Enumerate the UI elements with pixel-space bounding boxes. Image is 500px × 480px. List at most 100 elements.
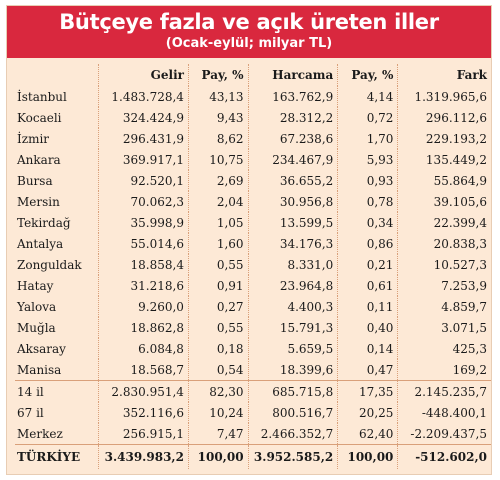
table-row: Zonguldak 18.858,4 0,55 8.331,0 0,21 10.527,3 [15,254,491,275]
cell-expenditure-share: 0,61 [337,275,398,296]
cell-difference: 7.253,9 [397,275,491,296]
cell-expenditure: 685.715,8 [247,380,338,402]
cell-difference: 296.112,6 [397,107,491,128]
cell-province: Aksaray [17,341,66,356]
cell-revenue: 70.062,3 [97,191,189,212]
cell-revenue-share: 2,04 [187,191,249,212]
cell-difference: 20.838,3 [397,233,491,254]
cell-expenditure-share: 0,93 [337,170,398,191]
cell-revenue: 296.431,9 [97,128,189,149]
cell-difference: 39.105,6 [397,191,491,212]
column-header-revenue-share: Pay, % [187,64,249,86]
table-row: Aksaray 6.084,8 0,18 5.659,5 0,14 425,3 [15,338,491,359]
table-row: Mersin 70.062,3 2,04 30.956,8 0,78 39.105,6 [15,191,491,212]
cell-expenditure-share: 1,70 [337,128,398,149]
cell-expenditure-share: 100,00 [337,444,398,469]
cell-province: 67 il [17,405,44,420]
cell-revenue-share: 1,60 [187,233,249,254]
table-row: Muğla 18.862,8 0,55 15.791,3 0,40 3.071,5 [15,317,491,338]
table-row: TÜRKİYE 3.439.983,2 100,00 3.952.585,2 100,0… [15,444,491,469]
cell-revenue-share: 2,69 [187,170,249,191]
cell-expenditure-share: 5,93 [337,149,398,170]
cell-revenue: 3.439.983,2 [97,444,189,469]
cell-revenue-share: 0,91 [187,275,249,296]
cell-revenue: 18.858,4 [97,254,189,275]
cell-province: Bursa [17,173,53,188]
cell-province: Ankara [17,152,61,167]
cell-difference: 4.859,7 [397,296,491,317]
cell-revenue: 1.483.728,4 [97,86,189,107]
cell-revenue: 55.014,6 [97,233,189,254]
table-row: Tekirdağ 35.998,9 1,05 13.599,5 0,34 22.399,4 [15,212,491,233]
cell-province: Antalya [17,236,64,251]
table-row: Yalova 9.260,0 0,27 4.400,3 0,11 4.859,7 [15,296,491,317]
page-subtitle: (Ocak-eylül; milyar TL) [165,36,333,51]
cell-province: Merkez [17,426,63,441]
cell-expenditure: 234.467,9 [247,149,338,170]
cell-revenue: 2.830.951,4 [97,380,189,402]
cell-province: Mersin [17,194,60,209]
cell-expenditure: 36.655,2 [247,170,338,191]
cell-province: Zonguldak [17,257,82,272]
cell-expenditure: 30.956,8 [247,191,338,212]
cell-province: Tekirdağ [17,215,71,230]
cell-province: İzmir [17,131,50,146]
cell-difference: 135.449,2 [397,149,491,170]
cell-revenue: 324.424,9 [97,107,189,128]
cell-revenue-share: 0,54 [187,359,249,381]
cell-expenditure: 163.762,9 [247,86,338,107]
cell-difference: 10.527,3 [397,254,491,275]
column-header-province [15,64,98,86]
cell-province: Hatay [17,278,54,293]
cell-expenditure-share: 0,14 [337,338,398,359]
cell-revenue: 92.520,1 [97,170,189,191]
cell-expenditure-share: 0,86 [337,233,398,254]
cell-expenditure-share: 0,47 [337,359,398,381]
cell-revenue: 369.917,1 [97,149,189,170]
column-header-revenue: Gelir [97,64,189,86]
cell-expenditure: 3.952.585,2 [247,444,338,469]
infographic-frame: Bütçeye fazla ve açık üreten iller (Ocak… [6,5,492,475]
table-row: Merkez 256.915,1 7,47 2.466.352,7 62,40 -2.20… [15,423,491,445]
table-row: Hatay 31.218,6 0,91 23.964,8 0,61 7.253,9 [15,275,491,296]
cell-revenue: 18.568,7 [97,359,189,381]
cell-expenditure-share: 4,14 [337,86,398,107]
cell-revenue-share: 0,27 [187,296,249,317]
cell-expenditure: 28.312,2 [247,107,338,128]
header-banner: Bütçeye fazla ve açık üreten iller (Ocak… [7,6,491,58]
cell-revenue-share: 9,43 [187,107,249,128]
cell-revenue: 18.862,8 [97,317,189,338]
cell-expenditure: 8.331,0 [247,254,338,275]
cell-revenue: 6.084,8 [97,338,189,359]
cell-difference: 229.193,2 [397,128,491,149]
cell-expenditure: 13.599,5 [247,212,338,233]
cell-expenditure: 18.399,6 [247,359,338,381]
cell-revenue-share: 0,55 [187,317,249,338]
cell-expenditure-share: 0,34 [337,212,398,233]
page-title: Bütçeye fazla ve açık üreten iller [59,10,439,34]
cell-difference: 55.864,9 [397,170,491,191]
cell-province: Manisa [17,362,62,377]
cell-expenditure: 4.400,3 [247,296,338,317]
table-row: İzmir 296.431,9 8,62 67.238,6 1,70 229.193,2 [15,128,491,149]
cell-revenue-share: 43,13 [187,86,249,107]
cell-revenue-share: 7,47 [187,423,249,445]
cell-revenue: 31.218,6 [97,275,189,296]
cell-revenue-share: 0,55 [187,254,249,275]
cell-expenditure: 5.659,5 [247,338,338,359]
cell-expenditure-share: 0,11 [337,296,398,317]
cell-revenue: 9.260,0 [97,296,189,317]
cell-province: TÜRKİYE [15,444,99,469]
cell-expenditure: 34.176,3 [247,233,338,254]
table-row: Bursa 92.520,1 2,69 36.655,2 0,93 55.864,9 [15,170,491,191]
table-row: 67 il 352.116,6 10,24 800.516,7 20,25 -448.40… [15,402,491,423]
cell-revenue: 352.116,6 [97,402,189,423]
cell-revenue: 35.998,9 [97,212,189,233]
cell-revenue-share: 8,62 [187,128,249,149]
cell-province: 14 il [15,380,99,402]
cell-difference: 425,3 [397,338,491,359]
column-header-expenditure: Harcama [247,64,338,86]
cell-province: Yalova [17,299,57,314]
cell-expenditure: 800.516,7 [247,402,338,423]
cell-revenue-share: 10,24 [187,402,249,423]
